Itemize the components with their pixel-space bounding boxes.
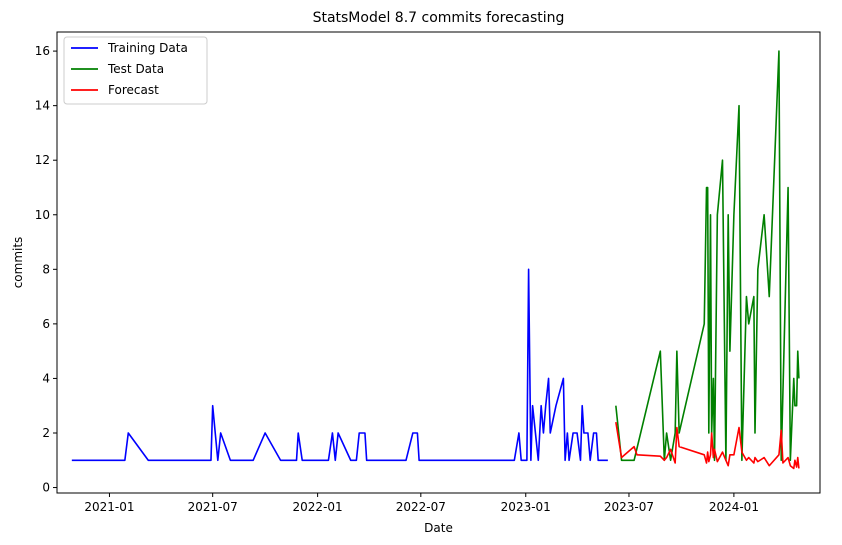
- x-tick-label: 2022-01: [293, 500, 343, 514]
- y-tick-label: 8: [42, 262, 50, 276]
- legend: Training Data Test Data Forecast: [63, 36, 208, 105]
- x-tick-label: 2021-07: [188, 500, 238, 514]
- x-tick-label: 2023-01: [501, 500, 551, 514]
- y-tick-label: 6: [42, 317, 50, 331]
- series-line-test-data: [615, 50, 800, 462]
- legend-label: Test Data: [107, 62, 164, 76]
- y-tick-label: 10: [35, 208, 50, 222]
- legend-box: [63, 36, 208, 105]
- y-tick-label: 4: [42, 371, 50, 385]
- axis-layer: 2021-01 2021-07 2022-01 2022-07 2023-01 2023-…: [35, 44, 759, 514]
- series-line-training-data: [71, 268, 608, 462]
- y-tick-label: 0: [42, 481, 50, 495]
- legend-label: Forecast: [108, 83, 159, 97]
- y-tick-label: 14: [35, 99, 50, 113]
- x-tick-label: 2022-07: [396, 500, 446, 514]
- x-tick-label: 2023-07: [604, 500, 654, 514]
- y-tick-label: 12: [35, 153, 50, 167]
- chart-title: StatsModel 8.7 commits forecasting: [313, 10, 565, 26]
- y-axis-label: commits: [11, 237, 25, 289]
- x-tick-label: 2024-01: [709, 500, 759, 514]
- x-tick-label: 2021-01: [84, 500, 134, 514]
- x-axis-label: Date: [424, 521, 453, 535]
- plot-frame: [56, 31, 821, 494]
- y-tick-label: 2: [42, 426, 50, 440]
- series-layer: [71, 50, 800, 470]
- legend-label: Training Data: [107, 41, 188, 55]
- y-tick-label: 16: [35, 44, 50, 58]
- series-line-forecast: [615, 421, 800, 470]
